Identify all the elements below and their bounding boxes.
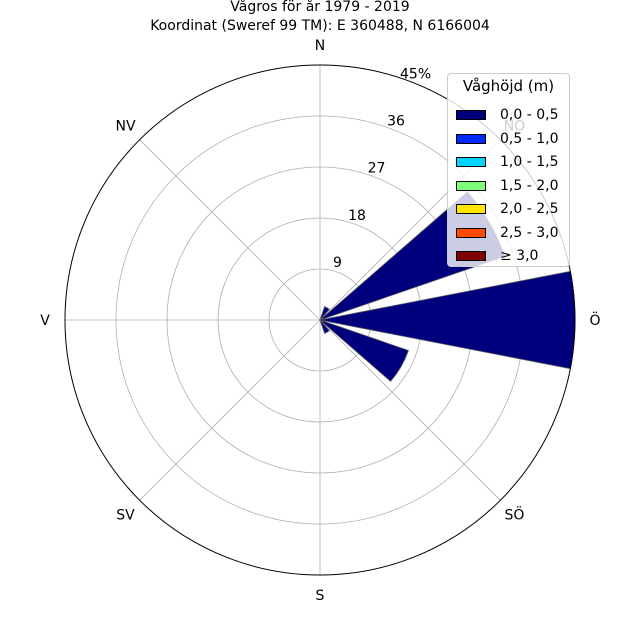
- direction-label-sw: SV: [116, 507, 135, 523]
- legend-label: 2,0 - 2,5: [500, 201, 559, 217]
- legend-swatch: [456, 157, 486, 167]
- polar-frame: [64, 64, 576, 576]
- rose-bar-4: [319, 319, 330, 334]
- legend-item: 1,0 - 1,5: [456, 152, 558, 172]
- rose-bar-2: [319, 319, 409, 382]
- direction-label-w: V: [40, 313, 50, 329]
- legend-label: 2,5 - 3,0: [500, 224, 559, 241]
- legend-item: 0,5 - 1,0: [456, 129, 558, 149]
- direction-label-n: N: [315, 38, 325, 54]
- angular-gridline-3: [319, 319, 501, 501]
- legend-swatch: [456, 227, 486, 238]
- legend-swatch: [456, 251, 486, 261]
- legend-item: ≥ 3,0: [456, 246, 538, 266]
- legend: Våghöjd (m) 0,0 - 0,5 0,5 - 1,0 1,0 - 1,5 1…: [447, 73, 570, 267]
- chart-title: Vågros för år 1979 - 2019: [230, 0, 410, 15]
- legend-label: ≥ 3,0: [500, 248, 539, 264]
- legend-item: 2,0 - 2,5: [456, 199, 558, 219]
- direction-label-nw: NV: [116, 119, 136, 135]
- legend-swatch: [456, 133, 486, 144]
- legend-swatch: [456, 204, 486, 214]
- radial-tick-label: 18: [348, 208, 366, 224]
- legend-item: 1,5 - 2,0: [456, 176, 558, 196]
- legend-item: 0,0 - 0,5: [456, 105, 558, 125]
- legend-swatch: [456, 180, 486, 191]
- radial-tick-label: 36: [387, 114, 405, 130]
- rose-bar-3: [319, 306, 330, 321]
- legend-label: 1,0 - 1,5: [500, 154, 559, 170]
- direction-label-s: S: [316, 588, 325, 604]
- chart-subtitle: Koordinat (Sweref 99 TM): E 360488, N 61…: [150, 18, 490, 34]
- direction-label-se: SÖ: [505, 505, 525, 523]
- radial-tick-label: 45%: [400, 66, 431, 82]
- legend-item: 2,5 - 3,0: [456, 223, 558, 243]
- legend-title: Våghöjd (m): [462, 77, 555, 95]
- direction-label-e: Ö: [589, 311, 600, 329]
- legend-label: 0,5 - 1,0: [500, 130, 559, 147]
- radial-tick-label: 9: [333, 255, 342, 271]
- legend-label: 0,0 - 0,5: [500, 107, 559, 123]
- legend-label: 1,5 - 2,0: [500, 177, 559, 194]
- radial-tick-label: 27: [368, 161, 386, 177]
- angular-gridline-7: [139, 139, 321, 321]
- angular-gridline-5: [139, 319, 321, 501]
- legend-swatch: [456, 110, 486, 120]
